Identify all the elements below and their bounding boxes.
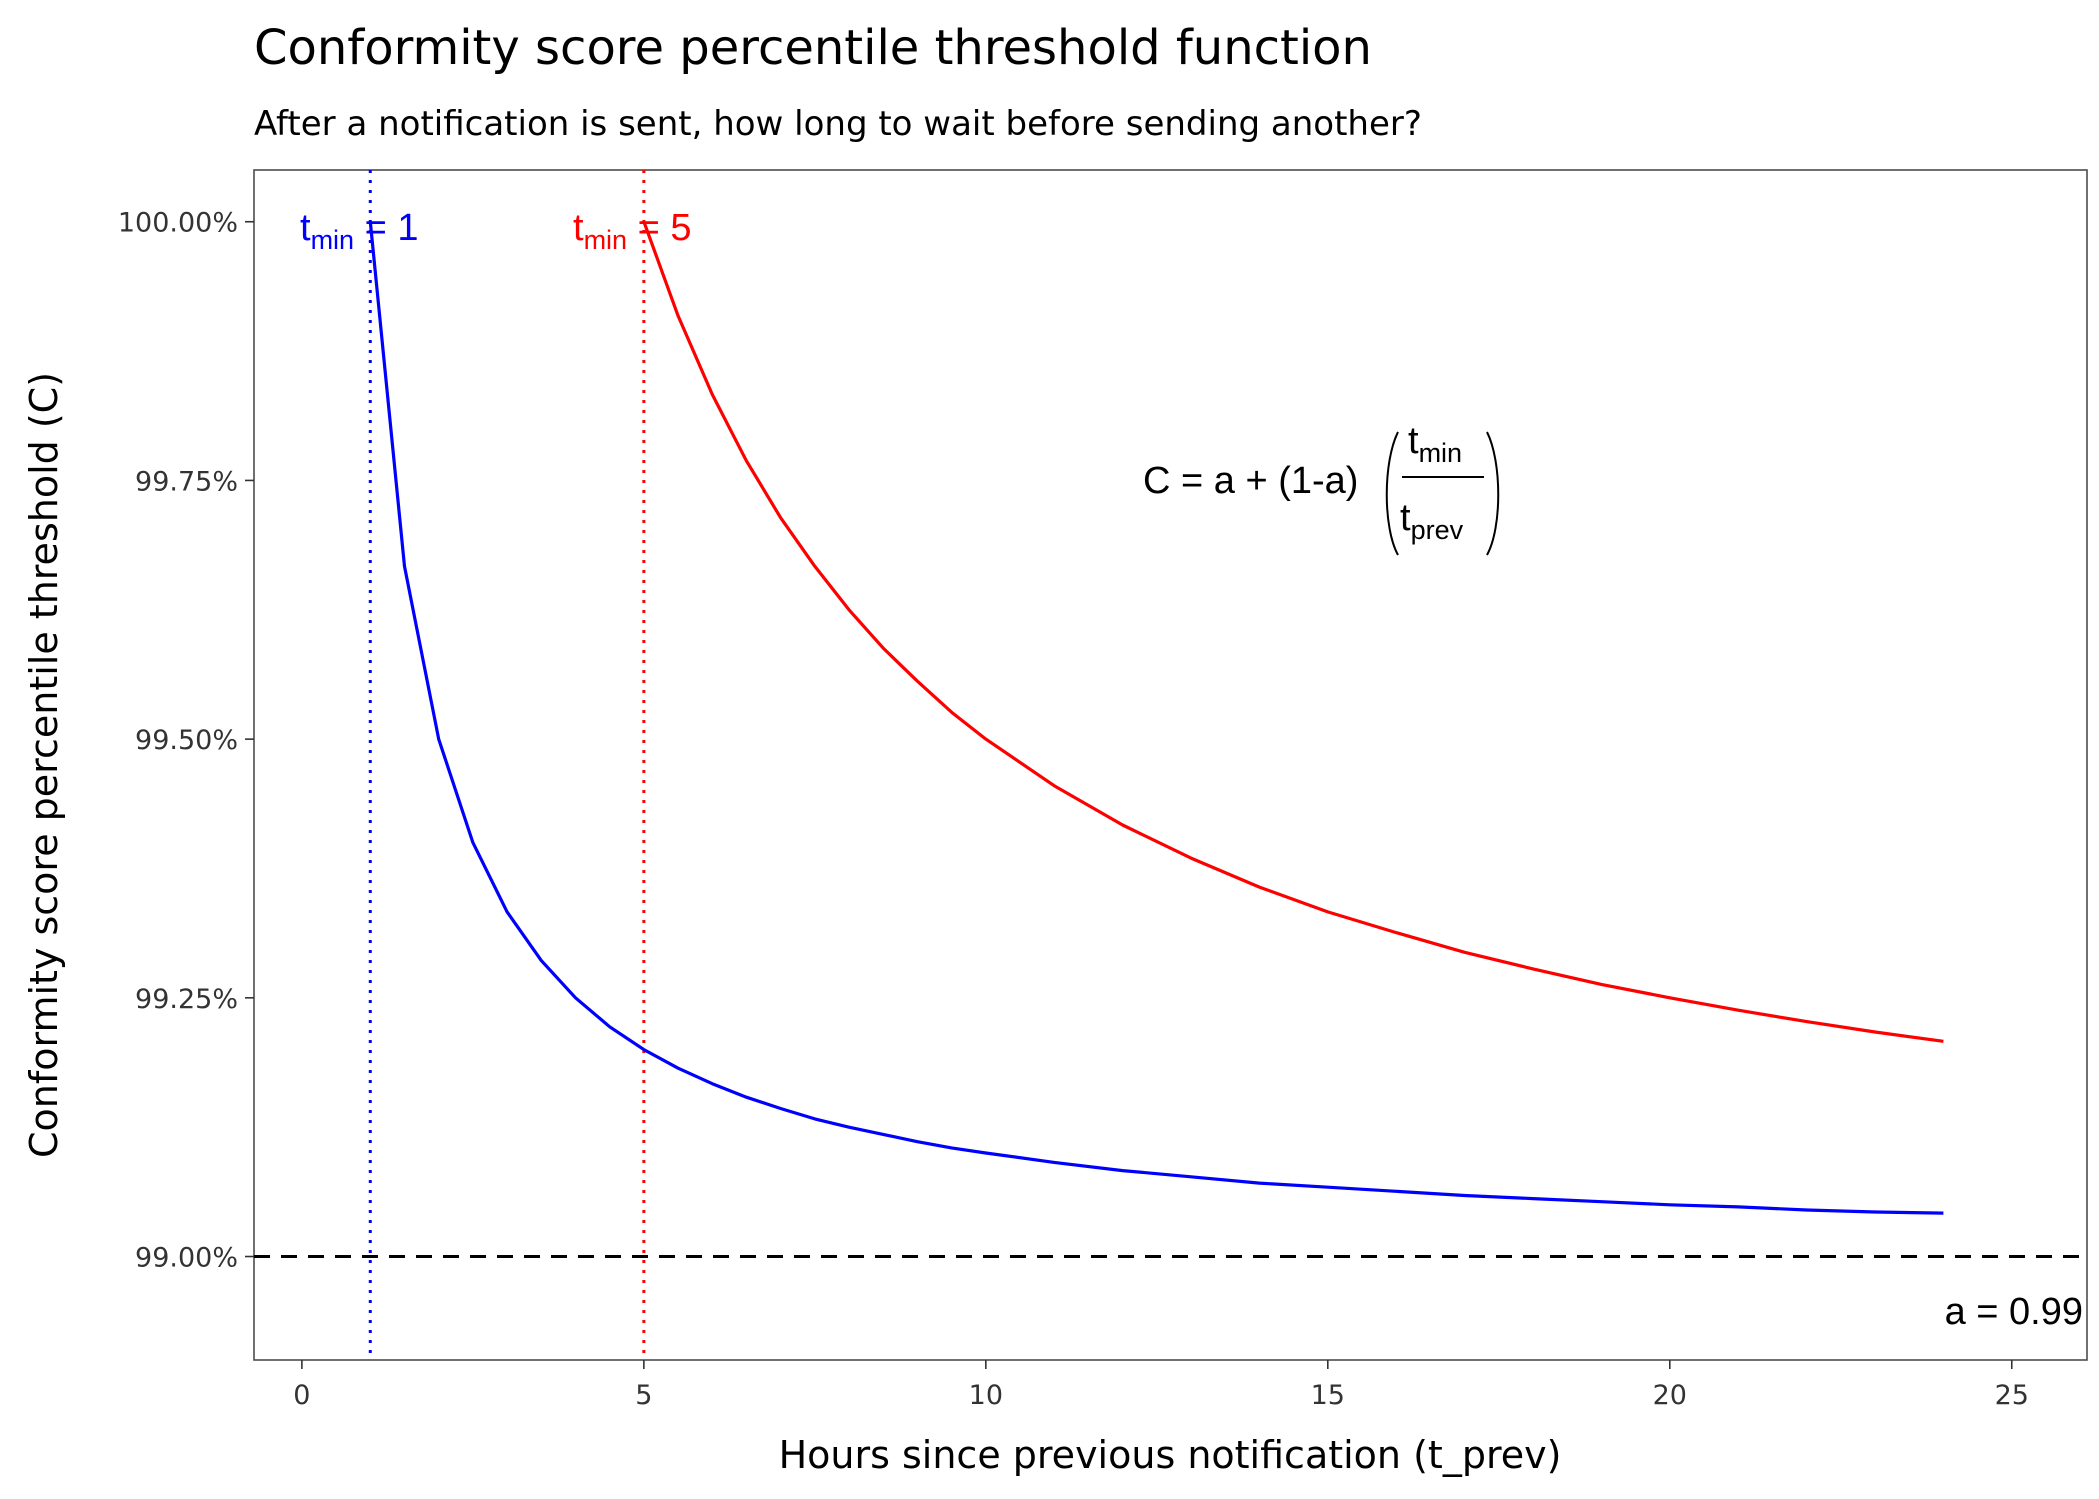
svg-text:tprev: tprev [1400, 497, 1464, 545]
plot-panel [253, 169, 2088, 1361]
svg-text:C = a + (1-a): C = a + (1-a) [1143, 460, 1358, 502]
x-tick-label: 5 [635, 1380, 652, 1411]
y-tick-label: 99.00% [135, 1243, 238, 1274]
tmin-5-label: tmin = 5 [573, 207, 692, 255]
x-axis-title: Hours since previous notification (t_pre… [779, 1433, 1562, 1477]
y-tick-label: 100.00% [118, 208, 238, 239]
x-tick-label: 10 [969, 1380, 1003, 1411]
y-tick-label: 99.50% [135, 725, 238, 756]
y-tick-label: 99.25% [135, 984, 238, 1015]
x-tick-label: 25 [1995, 1380, 2029, 1411]
y-tick-label: 99.75% [135, 466, 238, 497]
x-tick-label: 0 [293, 1380, 310, 1411]
x-tick-label: 20 [1653, 1380, 1687, 1411]
series-line-tmin-1 [368, 221, 1944, 1215]
y-axis-title: Conformity score percentile threshold (C… [22, 372, 66, 1158]
svg-text:tmin: tmin [1408, 420, 1462, 468]
chart-title: Conformity score percentile threshold fu… [254, 20, 1372, 76]
x-tick-label: 15 [1311, 1380, 1345, 1411]
series-line-tmin-5 [642, 221, 1944, 1043]
tmin-1-label: tmin = 1 [300, 207, 419, 255]
a-value-label: a = 0.99 [1945, 1291, 2083, 1333]
chart-subtitle: After a notification is sent, how long t… [254, 104, 1422, 144]
formula: C = a + (1-a) tmin tprev [1143, 420, 1500, 556]
